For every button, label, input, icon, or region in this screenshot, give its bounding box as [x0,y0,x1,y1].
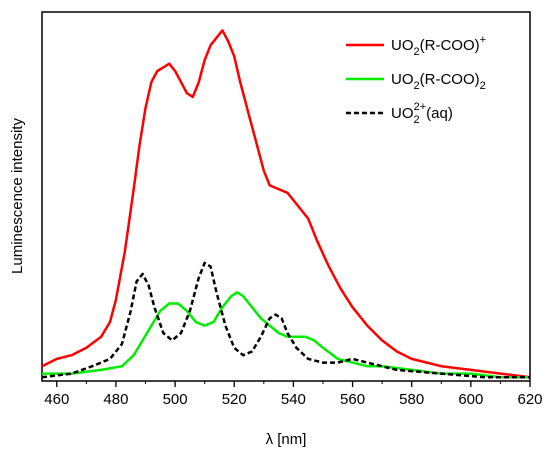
series-line-1 [41,29,531,379]
x-axis-title: λ [nm] [266,431,307,448]
x-tick-label: 600 [458,391,483,408]
y-axis-title: Luminescence intensity [9,118,26,274]
legend: UO2(R-COO)+ UO2(R-COO)2 UO22+(aq) [346,34,486,126]
x-tick-label: 460 [44,391,69,408]
x-tick-label: 620 [517,391,542,408]
legend-label-2: UO2(R-COO)2 [391,71,486,92]
series-layer [41,29,531,379]
x-tick-label: 520 [222,391,247,408]
plot-frame [41,11,531,382]
series-line-2 [42,291,530,379]
x-tick-label: 540 [281,391,306,408]
x-tick-label: 580 [399,391,424,408]
legend-label-3: UO22+(aq) [391,101,453,126]
x-ticks: 460 480 500 520 540 560 580 600 620 [44,381,543,408]
x-tick-label: 500 [163,391,188,408]
series-line-3 [41,261,530,379]
x-tick-label: 560 [340,391,365,408]
x-tick-label: 480 [103,391,128,408]
legend-label-1: UO2(R-COO)+ [391,34,486,58]
